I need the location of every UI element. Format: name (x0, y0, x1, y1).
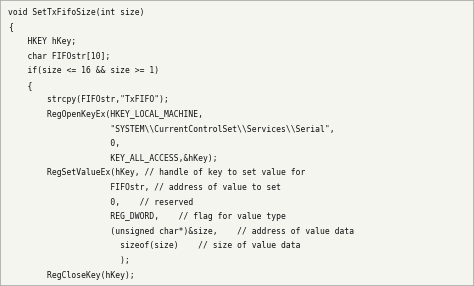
Text: }: } (8, 285, 32, 286)
Text: RegOpenKeyEx(HKEY_LOCAL_MACHINE,: RegOpenKeyEx(HKEY_LOCAL_MACHINE, (8, 110, 203, 119)
Text: {: { (8, 81, 32, 90)
Text: HKEY hKey;: HKEY hKey; (8, 37, 76, 46)
Text: );: ); (8, 256, 130, 265)
Text: 0,: 0, (8, 139, 120, 148)
Text: FIFOstr, // address of value to set: FIFOstr, // address of value to set (8, 183, 281, 192)
Text: sizeof(size)    // size of value data: sizeof(size) // size of value data (8, 241, 301, 250)
Text: strcpy(FIFOstr,"TxFIFO");: strcpy(FIFOstr,"TxFIFO"); (8, 96, 169, 104)
Text: if(size <= 16 && size >= 1): if(size <= 16 && size >= 1) (8, 66, 159, 75)
Text: RegCloseKey(hKey);: RegCloseKey(hKey); (8, 271, 135, 279)
Text: "SYSTEM\\CurrentControlSet\\Services\\Serial",: "SYSTEM\\CurrentControlSet\\Services\\Se… (8, 125, 335, 134)
Text: KEY_ALL_ACCESS,&hKey);: KEY_ALL_ACCESS,&hKey); (8, 154, 218, 163)
Text: (unsigned char*)&size,    // address of value data: (unsigned char*)&size, // address of val… (8, 227, 354, 236)
Text: void SetTxFifoSize(int size): void SetTxFifoSize(int size) (8, 8, 145, 17)
Text: RegSetValueEx(hKey, // handle of key to set value for: RegSetValueEx(hKey, // handle of key to … (8, 168, 305, 177)
Text: {: { (8, 23, 13, 31)
Text: char FIFOstr[10];: char FIFOstr[10]; (8, 52, 110, 61)
Text: 0,    // reserved: 0, // reserved (8, 198, 193, 206)
Text: REG_DWORD,    // flag for value type: REG_DWORD, // flag for value type (8, 212, 286, 221)
